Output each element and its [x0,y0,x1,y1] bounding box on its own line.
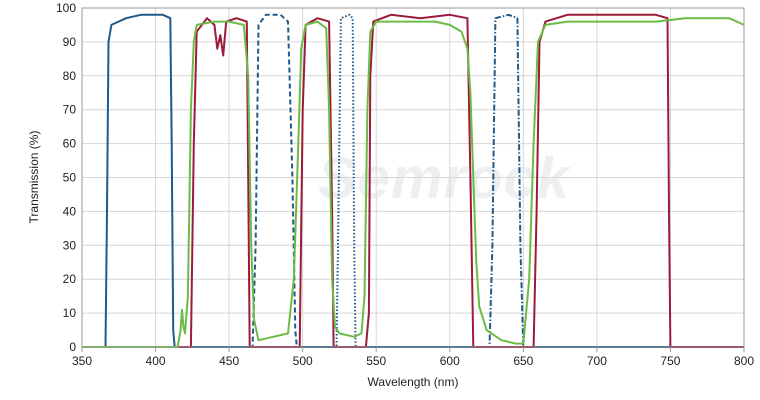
x-tick-label: 600 [440,354,460,368]
y-tick-label: 40 [63,204,77,218]
y-tick-label: 80 [63,69,77,83]
series-line-4 [82,13,744,348]
x-axis-ticks: 350 400 450 500 550 600 650 700 750 800 [72,347,754,368]
y-tick-label: 90 [63,35,77,49]
y-tick-label: 0 [69,340,76,354]
y-tick-label: 30 [63,238,77,252]
x-tick-label: 550 [366,354,386,368]
series-line-6 [82,17,745,348]
x-tick-label: 650 [513,354,533,368]
x-tick-label: 800 [734,354,754,368]
y-tick-label: 10 [63,306,77,320]
x-axis-title: Wavelength (nm) [368,375,459,389]
y-tick-label: 20 [63,272,77,286]
y-axis-title: Transmission (%) [27,131,41,224]
y-tick-label: 70 [63,103,77,117]
series-line-1 [82,13,744,348]
y-tick-label: 100 [56,1,76,15]
x-tick-label: 450 [219,354,239,368]
plot-frame [81,7,745,348]
series-line-2 [82,13,744,348]
x-tick-label: 700 [587,354,607,368]
watermark-text: Semrock [318,146,572,211]
y-tick-label: 60 [63,137,77,151]
x-tick-label: 400 [146,354,166,368]
y-axis-ticks: 0 10 20 30 40 50 60 70 80 90 100 [56,1,76,354]
x-tick-label: 750 [660,354,680,368]
y-tick-label: 50 [63,171,77,185]
x-tick-label: 350 [72,354,92,368]
x-tick-label: 500 [293,354,313,368]
series-line-3 [82,13,744,348]
